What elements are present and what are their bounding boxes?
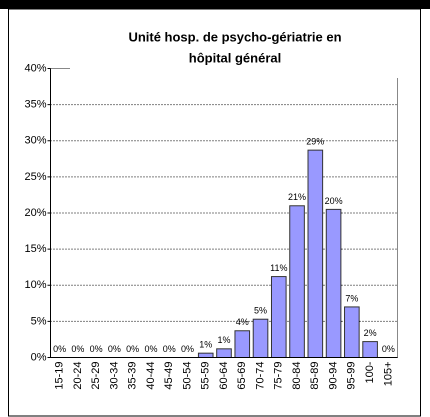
value-label: 0% [53, 344, 66, 354]
bar [234, 330, 251, 358]
x-tick-label: 90-94 [327, 362, 339, 390]
bar [270, 276, 287, 358]
x-tick-label: 25-29 [90, 362, 102, 390]
value-label: 0% [71, 344, 84, 354]
bar [362, 341, 378, 359]
value-label: 1% [217, 335, 230, 345]
x-tick-label: 100- [364, 361, 376, 383]
x-tick-label: 75-79 [273, 362, 285, 390]
value-label: 4% [236, 317, 249, 327]
y-tick-label: 30% [24, 135, 46, 147]
x-tick-label: 50-54 [181, 362, 193, 390]
top-band [0, 0, 430, 9]
x-tick-label: 20-24 [72, 362, 84, 390]
value-label: 0% [144, 344, 157, 354]
y-tick-label: 0% [31, 351, 47, 363]
value-label: 0% [181, 344, 194, 354]
value-label: 0% [382, 344, 395, 354]
y-tick-label: 5% [31, 315, 47, 327]
y-tick-label: 15% [24, 243, 46, 255]
frame [8, 8, 421, 417]
value-label: 1% [199, 340, 212, 350]
y-tick-label: 25% [24, 171, 46, 183]
value-label: 2% [364, 328, 377, 338]
value-label: 29% [306, 137, 324, 147]
x-tick-label: 60-64 [218, 362, 230, 390]
value-label: 20% [325, 196, 343, 206]
x-tick-label: 30-34 [108, 362, 120, 390]
x-tick-label: 105+ [382, 362, 394, 387]
x-tick-label: 65-69 [236, 362, 248, 390]
chart-title: hôpital général [189, 50, 281, 65]
y-tick-label: 20% [24, 207, 46, 219]
x-tick-label: 45-49 [163, 362, 175, 390]
x-tick-label: 35-39 [127, 362, 139, 390]
value-label: 7% [345, 293, 358, 303]
x-tick-label: 15-19 [54, 362, 66, 390]
value-label: 11% [270, 263, 287, 273]
value-label: 0% [108, 344, 121, 354]
x-tick-label: 40-44 [145, 362, 157, 390]
y-tick-label: 35% [24, 99, 46, 111]
bar [289, 205, 305, 358]
bar [197, 352, 214, 359]
bar [307, 149, 324, 358]
value-label: 0% [90, 344, 103, 354]
y-tick-label: 10% [24, 279, 46, 291]
value-label: 21% [288, 192, 306, 202]
value-label: 0% [163, 344, 176, 354]
x-tick-label: 80-84 [291, 362, 303, 390]
value-label: 5% [254, 306, 267, 316]
x-tick-label: 95-99 [346, 362, 358, 390]
y-tick-label: 40% [24, 62, 46, 74]
bar [344, 306, 360, 358]
x-tick-label: 70-74 [254, 362, 266, 390]
chart-title: Unité hosp. de psycho-gériatrie en [128, 29, 341, 44]
title-box [70, 22, 400, 78]
x-tick-label: 85-89 [309, 362, 321, 390]
bar [252, 318, 269, 358]
x-tick-label: 55-59 [200, 362, 212, 390]
value-label: 0% [126, 344, 139, 354]
bar [325, 208, 342, 358]
bar [216, 348, 232, 358]
